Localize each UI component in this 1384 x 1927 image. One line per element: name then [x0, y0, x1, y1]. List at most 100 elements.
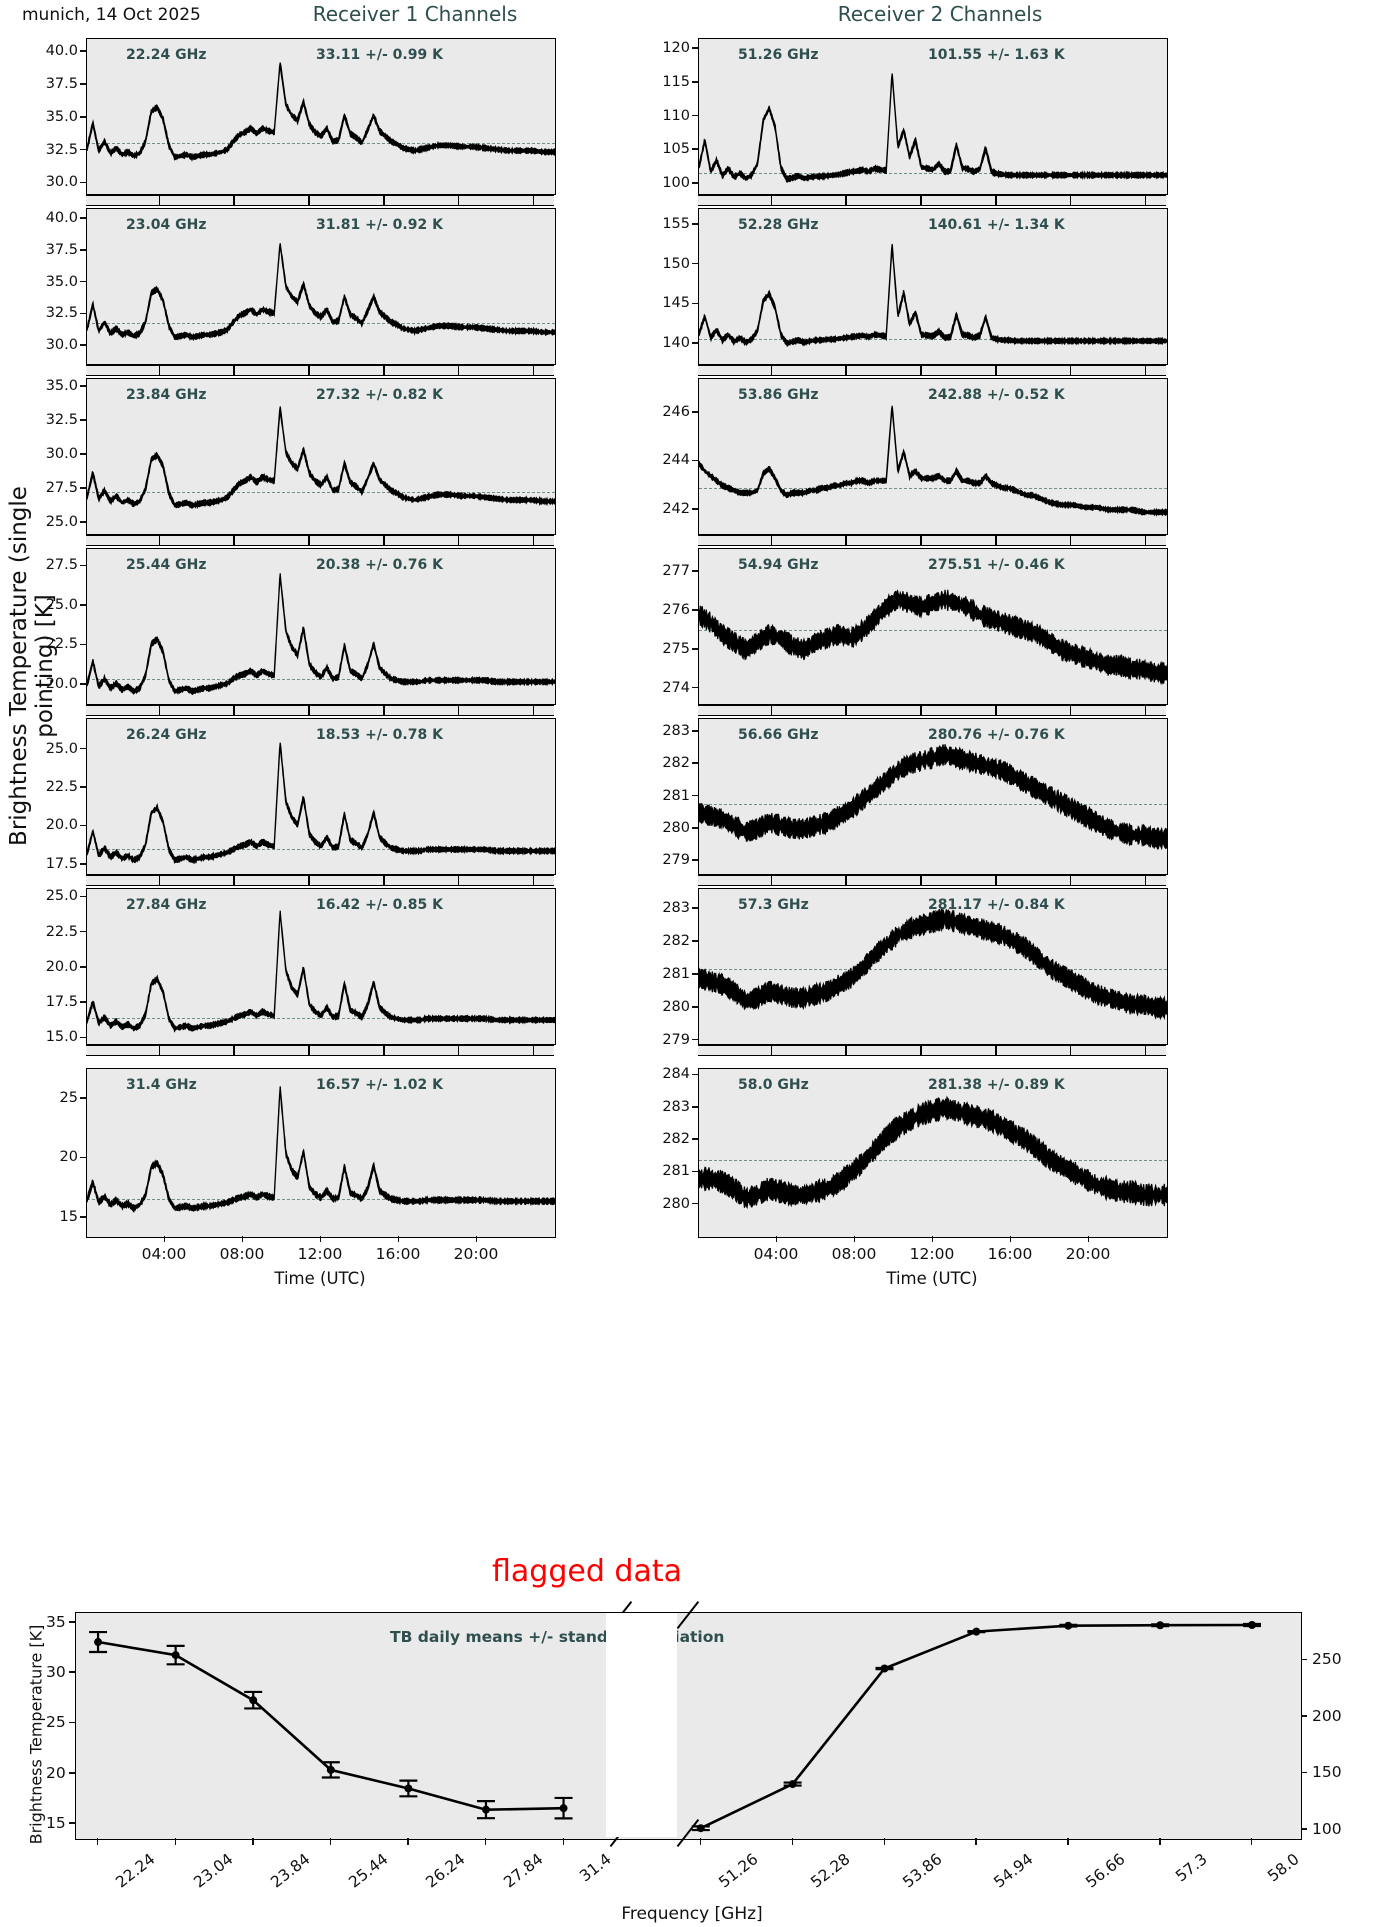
- panel-frequency-label: 57.3 GHz: [738, 897, 809, 913]
- panel-mean-label: 281.38 +/- 0.89 K: [928, 1077, 1065, 1093]
- bottom-right-tick-mark: [1301, 1715, 1307, 1717]
- time-axis-title: Time (UTC): [886, 1269, 978, 1288]
- y-tick-label: 284: [662, 1066, 690, 1083]
- flag-tick: [1070, 196, 1072, 205]
- flag-tick: [1070, 366, 1072, 375]
- y-tick-mark: [80, 966, 86, 968]
- y-tick-label: 276: [662, 602, 690, 618]
- timeseries-panel-receiver1-25.44: 20.0 22.5 25.0 27.5 25.44 GHz 20.38 +/- 0.76 …: [0, 548, 560, 705]
- y-tick-mark: [692, 826, 698, 829]
- y-tick-mark: [80, 344, 86, 346]
- frequency-tick-label: 56.66: [1082, 1850, 1129, 1892]
- x-tick-mark: [1010, 1236, 1012, 1242]
- flag-tick: [920, 876, 922, 885]
- x-tick-mark: [854, 1236, 856, 1242]
- bottom-x-tick-mark: [174, 1838, 177, 1845]
- time-tick-label: 04:00: [753, 1245, 799, 1263]
- y-tick-label: 120: [662, 40, 690, 57]
- y-tick-mark: [692, 1138, 698, 1140]
- y-tick-mark: [80, 312, 86, 315]
- y-tick-mark: [692, 47, 698, 49]
- frequency-tick-label: 26.24: [422, 1850, 469, 1892]
- frequency-tick-label: 23.04: [190, 1850, 237, 1892]
- flagged-data-bar: [86, 705, 554, 716]
- bottom-x-tick-mark: [329, 1838, 332, 1845]
- timeseries-panel-receiver2-58.0: 280 281 282 283 284 58.0 GHz 281.38 +/- 0.89 K: [612, 1066, 1172, 1238]
- x-tick-mark: [164, 1236, 166, 1242]
- figure-header: munich, 14 Oct 2025 Receiver 1 Channels …: [0, 0, 1384, 30]
- flag-tick: [1144, 1046, 1147, 1055]
- y-tick-mark: [692, 972, 698, 975]
- y-tick-label: 275: [662, 640, 690, 657]
- plot-area: [698, 548, 1168, 705]
- frequency-tick-label: 53.86: [898, 1850, 945, 1892]
- y-tick-mark: [692, 939, 698, 942]
- y-tick-label: 27.5: [45, 480, 78, 497]
- bottom-x-tick-mark: [791, 1838, 794, 1845]
- y-tick-label: 281: [662, 787, 690, 804]
- error-bar-point: [691, 1824, 710, 1833]
- y-tick-mark: [692, 1170, 698, 1173]
- y-tick-mark: [80, 564, 86, 567]
- y-tick-label: 15: [59, 1208, 78, 1225]
- flag-tick: [995, 876, 997, 885]
- y-tick-label: 32.5: [45, 305, 78, 322]
- bottom-x-tick-mark: [97, 1838, 99, 1845]
- panel-mean-label: 18.53 +/- 0.78 K: [316, 727, 443, 743]
- tb-daily-means-plot: [75, 1612, 1302, 1840]
- y-tick-mark: [80, 116, 86, 118]
- y-tick-mark: [692, 1005, 698, 1008]
- error-bar-point: [1059, 1621, 1078, 1630]
- timeseries-panel-receiver1-27.84: 15.0 17.5 20.0 22.5 25.0 27.84 GHz 16.42 +/- 0…: [0, 888, 560, 1045]
- y-tick-label: 20.0: [45, 958, 78, 975]
- y-tick-label: 105: [662, 141, 690, 158]
- flag-tick: [770, 876, 772, 885]
- flag-tick: [995, 1046, 997, 1055]
- plot-area: [86, 718, 556, 875]
- flag-tick: [458, 536, 460, 545]
- bottom-left-y-tick: 20: [46, 1763, 66, 1782]
- flag-tick: [158, 366, 160, 375]
- y-tick-label: 25.0: [45, 740, 78, 757]
- flag-tick: [158, 1046, 160, 1055]
- bottom-left-y-label: Brightness Temperature [K]: [26, 1624, 46, 1845]
- y-tick-label: 35.0: [45, 273, 78, 290]
- flag-tick: [1144, 196, 1147, 205]
- flag-tick: [1070, 706, 1072, 715]
- trace-path: [87, 243, 555, 342]
- trace-path: [87, 742, 555, 865]
- time-tick-label: 16:00: [375, 1245, 421, 1263]
- y-tick-mark: [80, 249, 86, 251]
- bottom-right-y-tick: 150: [1312, 1763, 1342, 1782]
- y-tick-label: 25: [59, 1089, 78, 1106]
- y-tick-label: 279: [662, 1031, 690, 1048]
- panel-frequency-label: 54.94 GHz: [738, 557, 819, 573]
- flag-tick: [308, 706, 310, 715]
- error-bar-point: [399, 1779, 418, 1798]
- mean-dashed-line: [699, 1160, 1167, 1162]
- bottom-left-tick-mark: [69, 1721, 75, 1724]
- panel-frequency-label: 53.86 GHz: [738, 387, 819, 403]
- y-tick-mark: [692, 730, 698, 732]
- y-tick-label: 280: [662, 998, 690, 1015]
- y-tick-mark: [692, 114, 698, 117]
- bottom-x-tick-mark: [252, 1838, 254, 1845]
- trace-path: [87, 910, 555, 1033]
- y-tick-label: 282: [662, 932, 690, 949]
- x-tick-mark: [320, 1236, 322, 1242]
- y-tick-mark: [80, 643, 86, 646]
- y-tick-mark: [80, 487, 86, 489]
- bottom-x-tick-mark: [407, 1838, 409, 1845]
- bottom-right-y-tick: 250: [1312, 1650, 1342, 1669]
- frequency-tick-label: 58.0: [1264, 1850, 1303, 1886]
- flag-tick: [458, 876, 460, 885]
- y-tick-mark: [692, 647, 698, 650]
- y-tick-label: 115: [662, 73, 690, 90]
- panel-frequency-label: 26.24 GHz: [126, 727, 207, 743]
- plot-area: [86, 888, 556, 1045]
- y-tick-label: 281: [662, 965, 690, 982]
- y-tick-mark: [80, 824, 86, 827]
- time-tick-label: 08:00: [219, 1245, 265, 1263]
- y-tick-mark: [80, 683, 86, 685]
- y-tick-mark: [692, 1105, 698, 1108]
